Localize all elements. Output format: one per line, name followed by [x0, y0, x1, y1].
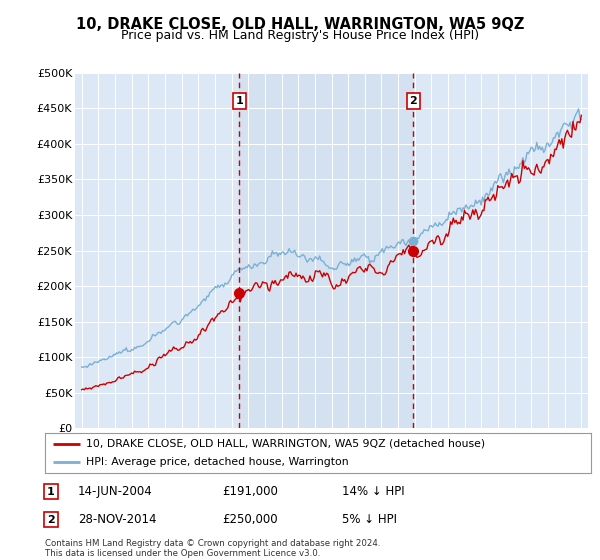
Text: 2: 2	[47, 515, 55, 525]
Text: 28-NOV-2014: 28-NOV-2014	[78, 513, 157, 526]
Text: Contains HM Land Registry data © Crown copyright and database right 2024.
This d: Contains HM Land Registry data © Crown c…	[45, 539, 380, 558]
Text: 2: 2	[409, 96, 417, 106]
Text: £191,000: £191,000	[222, 485, 278, 498]
Text: 14-JUN-2004: 14-JUN-2004	[78, 485, 153, 498]
Text: HPI: Average price, detached house, Warrington: HPI: Average price, detached house, Warr…	[86, 458, 349, 467]
Text: 14% ↓ HPI: 14% ↓ HPI	[342, 485, 404, 498]
Bar	[239, 73, 413, 428]
Text: £250,000: £250,000	[222, 513, 278, 526]
Text: Price paid vs. HM Land Registry's House Price Index (HPI): Price paid vs. HM Land Registry's House …	[121, 29, 479, 42]
Text: 10, DRAKE CLOSE, OLD HALL, WARRINGTON, WA5 9QZ (detached house): 10, DRAKE CLOSE, OLD HALL, WARRINGTON, W…	[86, 439, 485, 449]
Text: 10, DRAKE CLOSE, OLD HALL, WARRINGTON, WA5 9QZ: 10, DRAKE CLOSE, OLD HALL, WARRINGTON, W…	[76, 17, 524, 32]
Text: 5% ↓ HPI: 5% ↓ HPI	[342, 513, 397, 526]
Text: 1: 1	[235, 96, 243, 106]
Text: 1: 1	[47, 487, 55, 497]
